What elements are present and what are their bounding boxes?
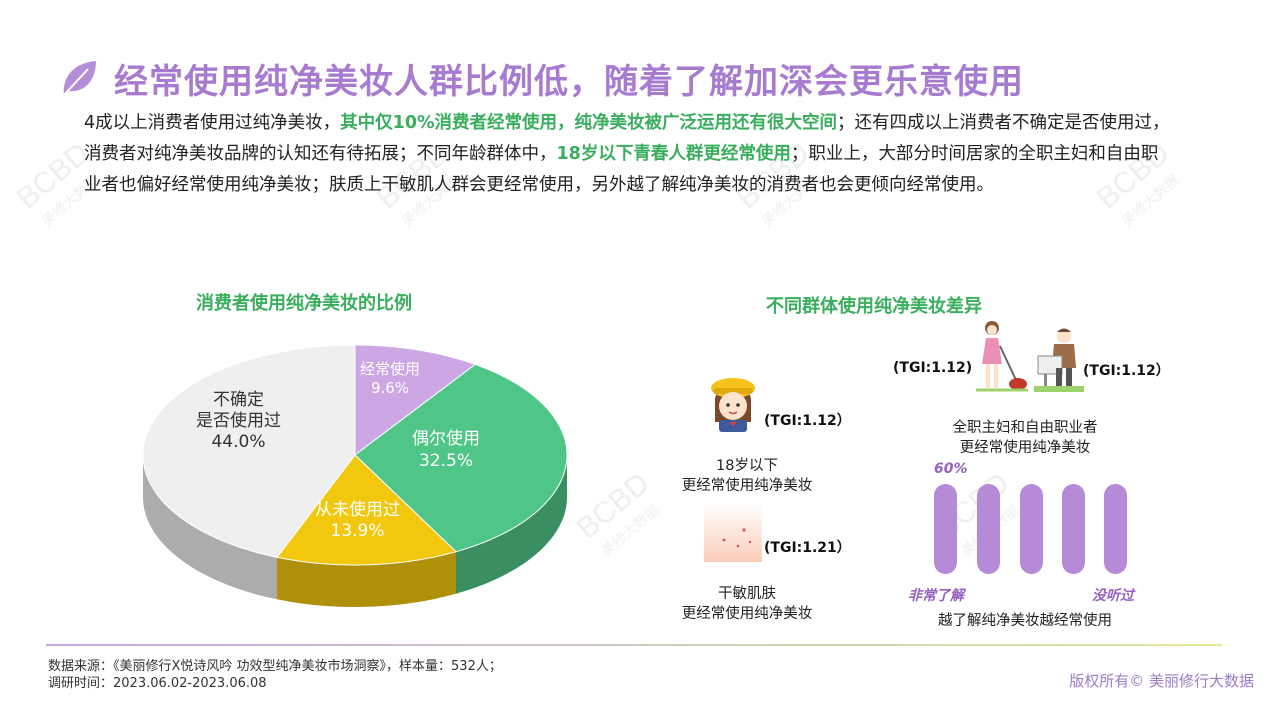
homemaker-tgi: (TGI:1.12) [893, 360, 973, 376]
left-section-title: 消费者使用纯净美妆的比例 [196, 293, 412, 314]
footer-source: 数据来源：《美丽修行X悦诗风吟 功效型纯净美妆市场洞察》，样本量：532人； 调… [48, 658, 502, 692]
freelancer-tgi: (TGI:1.12） [1083, 363, 1170, 379]
homemaker-icon [976, 321, 1028, 392]
pie-slice-side [143, 455, 277, 600]
occupation-caption: 全职主妇和自由职业者 更经常使用纯净美妆 [920, 418, 1130, 458]
skin-caption-line2: 更经常使用纯净美妆 [681, 606, 813, 622]
intro-highlight: 18岁以下青春人群更经常使用 [556, 144, 791, 164]
pie-label-unsure-name2: 是否使用过 [196, 411, 281, 431]
awareness-right-label: 没听过 [1092, 588, 1134, 604]
awareness-bar [1020, 484, 1043, 574]
pie-chart [142, 344, 568, 607]
pie-label-never-name: 从未使用过 [315, 500, 400, 520]
watermark-logo: BCBD [571, 467, 656, 546]
awareness-caption: 越了解纯净美妆越经常使用 [938, 613, 1112, 629]
pie-label-unsure: 不确定 是否使用过 44.0% [196, 390, 281, 453]
awareness-bar [1104, 484, 1127, 574]
title-row: 经常使用纯净美妆人群比例低，随着了解加深会更乐意使用 [58, 52, 1024, 104]
freelancer-icon [1034, 328, 1084, 392]
pie-slice-side [456, 455, 567, 594]
footer-divider [46, 644, 1222, 646]
occupation-caption-line1: 全职主妇和自由职业者 [952, 420, 1098, 436]
watermark-logo: BCBD [11, 137, 96, 216]
page-title: 经常使用纯净美妆人群比例低，随着了解加深会更乐意使用 [114, 61, 1024, 102]
pie-label-never: 从未使用过 13.9% [315, 500, 400, 542]
pie-label-unsure-value: 44.0% [211, 432, 266, 452]
footer-source-line: 数据来源：《美丽修行X悦诗风吟 功效型纯净美妆市场洞察》，样本量：532人； [48, 659, 502, 674]
intro-paragraph: 4成以上消费者使用过纯净美妆，其中仅10%消费者经常使用，纯净美妆被广泛运用还有… [84, 108, 1174, 201]
pie-label-occasional: 偶尔使用 32.5% [412, 428, 480, 472]
youth-caption-line1: 18岁以下 [716, 458, 778, 474]
girl-icon [711, 378, 755, 432]
youth-tgi: (TGI:1.12） [764, 413, 851, 429]
youth-caption-line2: 更经常使用纯净美妆 [681, 478, 813, 494]
copyright: 版权所有© 美丽修行大数据 [1069, 672, 1254, 690]
skin-tgi: (TGI:1.21） [764, 540, 851, 556]
awareness-left-label: 非常了解 [908, 588, 964, 604]
right-section-title: 不同群体使用纯净美妆差异 [766, 296, 982, 317]
awareness-bar [934, 484, 957, 574]
pie-label-often-name: 经常使用 [360, 360, 421, 378]
youth-caption: 18岁以下 更经常使用纯净美妆 [672, 456, 822, 496]
skin-icon [704, 504, 762, 562]
pie-slice [142, 344, 356, 558]
intro-text: ；还有四成以上消费者不确定是否使用过，消费者对纯净美妆品牌的认知还有待拓展；不同… [84, 113, 1170, 164]
pie-label-never-value: 13.9% [330, 521, 385, 541]
pie-label-occasional-name: 偶尔使用 [412, 429, 480, 449]
awareness-bar [1062, 484, 1085, 574]
watermark-text: 美修大数据 [599, 502, 663, 559]
occupation-caption-line2: 更经常使用纯净美妆 [959, 440, 1091, 456]
pie-label-often-value: 9.6% [370, 379, 410, 397]
skin-caption: 干敏肌肤 更经常使用纯净美妆 [672, 584, 822, 624]
leaf-icon [63, 61, 96, 96]
pie-label-often: 经常使用 9.6% [360, 360, 420, 398]
watermark: BCBD 美修大数据 [571, 467, 663, 560]
pie-slice [276, 454, 457, 566]
awareness-bar [977, 484, 1000, 574]
footer-period-line: 调研时间：2023.06.02-2023.06.08 [48, 676, 267, 691]
pie-slice-side [277, 551, 456, 607]
skin-caption-line1: 干敏肌肤 [718, 586, 776, 602]
awareness-top-label: 60% [934, 461, 968, 477]
pie-label-occasional-value: 32.5% [418, 451, 473, 471]
intro-text: 4成以上消费者使用过纯净美妆， [84, 113, 341, 133]
pie-slice [354, 363, 568, 553]
intro-text: ；职业上，大部分时间居家的全职主妇和自由职业者也偏好经常使用纯净美妆；肤质上干敏… [84, 144, 1159, 195]
intro-highlight: 其中仅10%消费者经常使用，纯净美妆被广泛运用还有很大空间 [340, 113, 838, 133]
pie-label-unsure-name1: 不确定 [213, 390, 264, 410]
pie-slice [354, 344, 477, 457]
